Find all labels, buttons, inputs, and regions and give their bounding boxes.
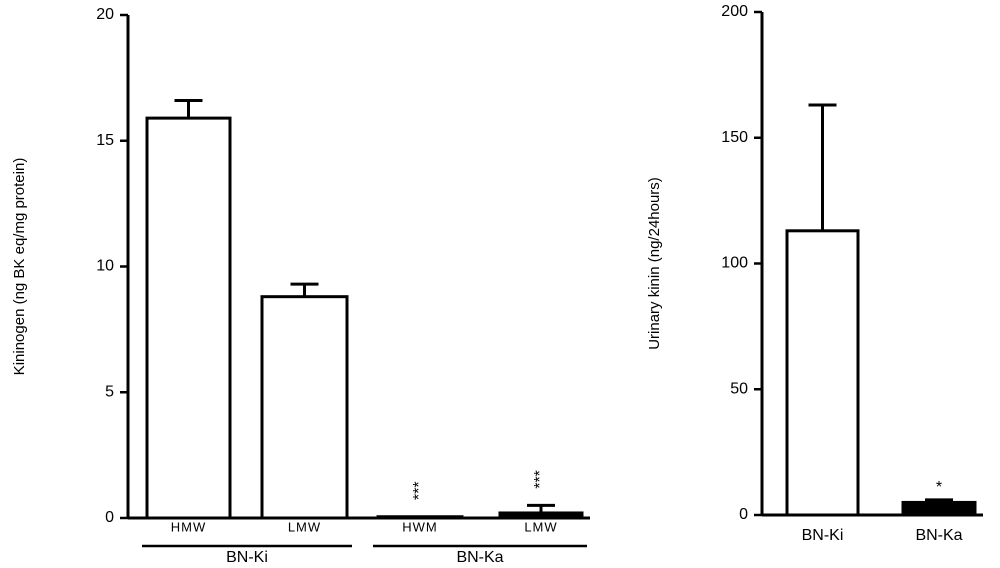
x-tick-label: LMW: [288, 519, 321, 534]
bar: [498, 511, 584, 520]
y-tick-label: 150: [721, 129, 748, 146]
group-label: BN-Ki: [226, 549, 268, 566]
annotation: *: [936, 479, 942, 496]
bar: [376, 515, 464, 520]
y-tick-label: 5: [105, 383, 114, 400]
y-tick-label: 100: [721, 255, 748, 272]
y-tick-label: 0: [739, 506, 748, 523]
bar: [785, 229, 860, 517]
annotation: ***: [532, 470, 549, 489]
bar: [145, 116, 232, 520]
bar: [260, 295, 349, 520]
x-tick-label: BN-Ki: [802, 527, 844, 544]
x-tick-label: HMW: [171, 519, 207, 534]
y-tick-label: 50: [730, 380, 748, 397]
y-tick-label: 20: [96, 6, 114, 23]
x-tick-label: HWM: [402, 519, 438, 534]
y-tick-label: 0: [105, 509, 114, 526]
bar: [901, 500, 977, 517]
annotation: ***: [411, 481, 428, 500]
group-label: BN-Ka: [456, 549, 503, 566]
x-tick-label: LMW: [524, 519, 557, 534]
y-tick-label: 10: [96, 258, 114, 275]
y-tick-label: 200: [721, 3, 748, 20]
y-tick-label: 15: [96, 132, 114, 149]
y-axis-label: Kininogen (ng BK eq/mg protein): [11, 158, 28, 376]
y-axis-label: Urinary kinin (ng/24hours): [646, 177, 663, 350]
x-tick-label: BN-Ka: [915, 527, 962, 544]
